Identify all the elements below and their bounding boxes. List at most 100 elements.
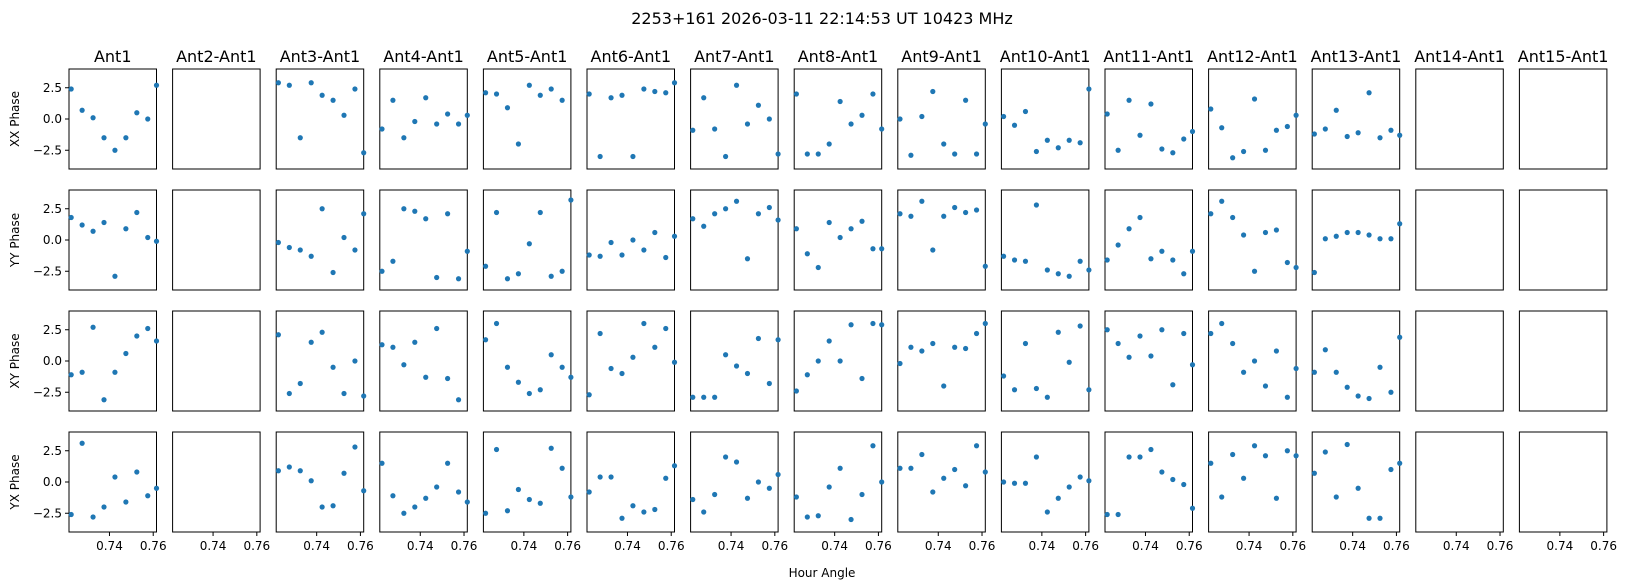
data-point [482, 510, 489, 516]
data-point [690, 216, 696, 222]
data-point [723, 206, 729, 212]
data-point [963, 97, 969, 103]
data-point [526, 390, 532, 397]
data-point [1273, 348, 1280, 354]
data-point [1208, 106, 1214, 112]
data-point [712, 211, 718, 217]
data-point [1126, 97, 1132, 103]
data-point [1033, 148, 1039, 155]
data-point [101, 504, 107, 510]
data-point [1208, 460, 1214, 466]
data-point [1104, 111, 1110, 117]
data-point [286, 244, 292, 251]
data-point [1104, 327, 1110, 333]
subplot-frame [793, 189, 883, 291]
data-point [815, 513, 821, 519]
data-point [1189, 128, 1196, 135]
data-point [586, 392, 592, 398]
x-tick-label: 0.74 [1029, 539, 1056, 553]
data-point [1170, 150, 1176, 156]
data-point [690, 127, 696, 133]
data-point [1077, 258, 1083, 264]
data-point [1066, 137, 1072, 143]
subplot-frame [379, 310, 468, 412]
data-point [775, 337, 781, 343]
subplot: 0.74 0.76 [897, 431, 995, 553]
subplot-frame [1415, 68, 1504, 170]
data-point [526, 496, 532, 503]
data-point [1148, 256, 1154, 262]
data-point [134, 469, 140, 475]
data-point [870, 320, 876, 327]
data-point [390, 344, 396, 350]
data-point [1086, 387, 1092, 393]
row-label: YY Phase [8, 213, 22, 268]
data-point [1219, 320, 1225, 327]
subplot [379, 310, 468, 412]
data-point [804, 251, 810, 257]
data-point [963, 209, 969, 216]
subplot [1000, 310, 1092, 412]
data-point [897, 116, 903, 122]
data-point [897, 360, 903, 367]
data-point [112, 147, 118, 153]
data-point [815, 151, 821, 157]
data-point [1159, 146, 1165, 152]
subplot [793, 189, 885, 291]
data-point [723, 153, 729, 160]
data-point [859, 491, 865, 498]
column-title: Ant1 [94, 47, 132, 66]
data-point [671, 463, 678, 469]
data-point [804, 372, 810, 378]
y-tick-label: 2.5 [43, 323, 62, 337]
subplot-frame [586, 431, 675, 533]
subplot [1518, 68, 1608, 170]
subplot-frame [897, 310, 986, 412]
data-point [515, 486, 522, 493]
subplot [1104, 68, 1196, 170]
data-point [952, 344, 958, 350]
data-point [919, 451, 925, 458]
data-point [1333, 233, 1339, 239]
subplot-frame [1311, 310, 1401, 412]
data-point [123, 135, 129, 141]
data-point [941, 141, 947, 147]
data-point [504, 364, 511, 370]
data-point [112, 273, 118, 279]
data-point [908, 465, 914, 471]
column-title: Ant13-Ant1 [1311, 47, 1402, 66]
x-tick-label: 0.74 [614, 539, 641, 553]
data-point [308, 80, 314, 86]
column-title: Ant3-Ant1 [280, 47, 361, 66]
subplot-frame [1000, 189, 1090, 291]
data-point [630, 354, 636, 360]
data-point [445, 460, 451, 466]
x-tick-label: 0.76 [865, 539, 892, 553]
data-point [445, 375, 451, 382]
subplot-frame [68, 189, 157, 291]
data-point [1355, 229, 1361, 236]
data-point [1311, 269, 1317, 276]
data-point [464, 499, 470, 505]
data-point [870, 443, 876, 449]
x-tick-label: 0.74 [1443, 539, 1470, 553]
panel-grid: XX Phase Ant1 2.5 0.0 −2.5 Ant2-Ant1 Ant3-Ant1… [8, 47, 1617, 553]
subplot-frame [1104, 68, 1193, 170]
data-point [744, 495, 751, 501]
data-point [319, 504, 325, 510]
data-point [134, 209, 140, 216]
data-point [712, 394, 718, 400]
data-point [297, 468, 303, 474]
data-point [319, 206, 325, 212]
subplot [1000, 189, 1092, 291]
data-point [423, 374, 429, 380]
data-point [1251, 443, 1258, 449]
data-point [537, 209, 543, 216]
x-tick-label: 0.74 [407, 539, 434, 553]
data-point [1033, 385, 1039, 392]
data-point [848, 226, 854, 232]
data-point [663, 325, 669, 332]
data-point [641, 509, 647, 515]
data-point [930, 88, 936, 95]
data-point [1397, 334, 1403, 340]
